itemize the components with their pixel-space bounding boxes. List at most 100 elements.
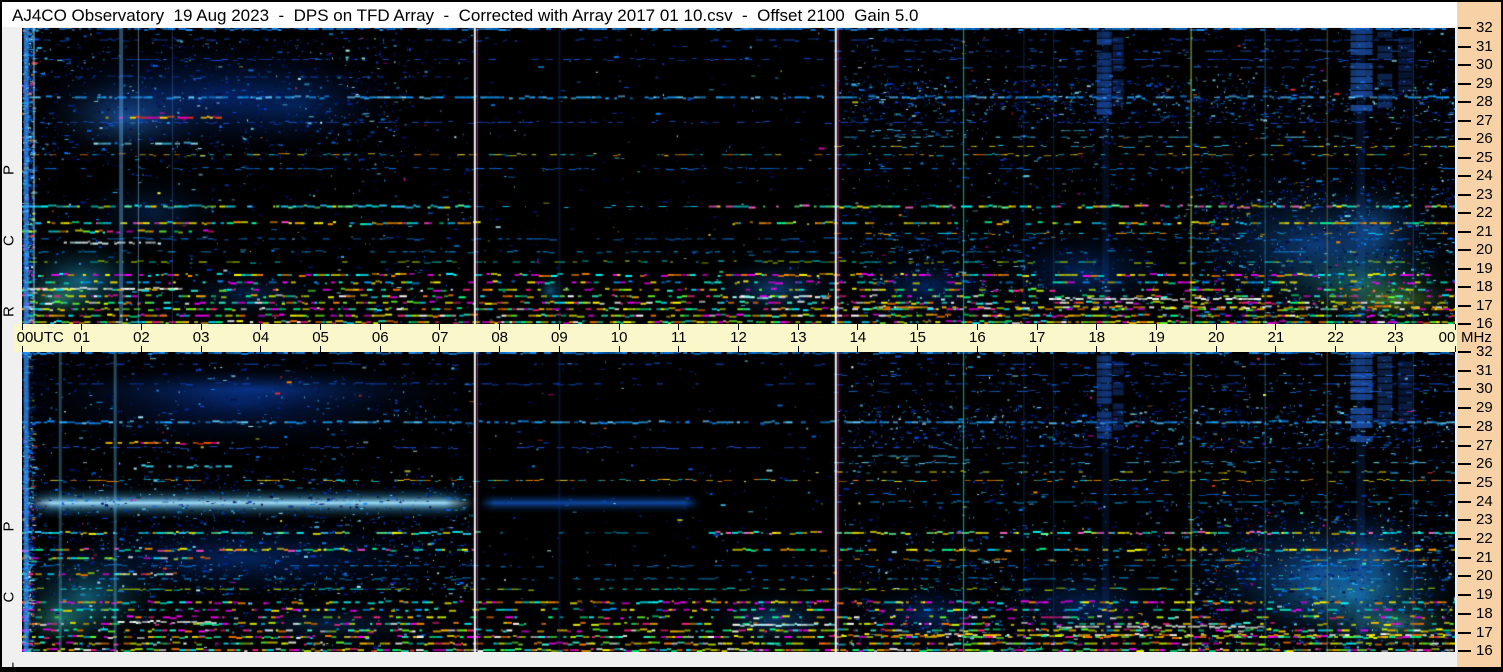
time-tick: [140, 346, 142, 352]
time-tick: [678, 324, 680, 330]
freq-tick: [1458, 156, 1471, 159]
time-tick: [1394, 346, 1396, 352]
freq-tick-label: 26: [1476, 130, 1493, 147]
time-tick: [200, 346, 202, 352]
freq-tick-label: 31: [1476, 361, 1493, 379]
time-tick: [1454, 346, 1456, 352]
freq-tick-label: 27: [1476, 436, 1493, 454]
freq-tick: [1458, 444, 1471, 447]
freq-tick-label: 17: [1476, 623, 1493, 641]
freq-tick: [1458, 612, 1471, 615]
freq-tick-label: 30: [1476, 380, 1493, 398]
freq-tick-label: 31: [1476, 37, 1493, 55]
time-tick: [678, 346, 680, 352]
lcp-panel-label: L C P: [0, 493, 18, 671]
freq-tick-label: 19: [1476, 586, 1493, 604]
freq-tick-label: 19: [1476, 259, 1493, 277]
freq-tick: [1458, 631, 1471, 634]
freq-tick: [1458, 230, 1471, 233]
freq-tick-label: 28: [1476, 417, 1493, 435]
freq-tick: [1458, 286, 1471, 288]
rcp-panel-label: R C P: [0, 136, 18, 318]
time-tick-label: 03: [192, 329, 210, 346]
freq-tick-label: 25: [1476, 473, 1493, 491]
time-tick: [81, 346, 83, 352]
time-tick-label: 20: [1207, 329, 1225, 346]
time-tick-label: 07: [431, 329, 449, 346]
time-tick-label: 15: [909, 329, 926, 346]
time-tick: [917, 346, 919, 352]
time-tick: [1155, 324, 1157, 330]
time-tick: [917, 324, 919, 330]
freq-tick: [1458, 138, 1471, 140]
time-tick-label: 12: [730, 329, 747, 346]
time-tick: [81, 324, 83, 330]
freq-tick: [1458, 519, 1471, 522]
time-tick: [738, 324, 739, 330]
freq-tick-label: 17: [1476, 296, 1493, 314]
freq-tick-label: 30: [1476, 56, 1493, 73]
freq-tick: [1458, 27, 1471, 29]
time-tick-label: 10: [610, 329, 628, 346]
freq-tick-label: 24: [1476, 492, 1493, 510]
time-tick: [976, 346, 978, 352]
time-tick-label: 01: [73, 329, 91, 346]
time-tick: [1394, 324, 1396, 330]
freq-tick-label: 16: [1476, 642, 1493, 660]
freq-tick: [1458, 388, 1471, 391]
freq-tick: [1458, 425, 1471, 428]
time-tick-label: 16: [968, 329, 986, 346]
freq-tick-label: 21: [1476, 548, 1493, 566]
freq-tick: [1458, 500, 1471, 503]
freq-tick-label: 22: [1476, 530, 1493, 547]
freq-tick-label: 32: [1476, 19, 1493, 36]
time-tick: [857, 324, 859, 330]
time-tick-label: 23: [1386, 329, 1404, 346]
time-tick: [379, 346, 381, 352]
freq-tick: [1458, 249, 1471, 251]
freq-tick: [1458, 650, 1471, 653]
time-tick: [439, 346, 441, 352]
time-tick-label: 00: [16, 329, 34, 346]
time-tick: [1155, 346, 1157, 352]
freq-tick-label: 18: [1476, 604, 1493, 622]
freq-tick-label: 28: [1476, 93, 1493, 110]
mhz-unit-label: MHz: [1461, 329, 1492, 346]
time-tick: [260, 324, 262, 330]
time-tick: [1036, 324, 1038, 330]
freq-tick: [1458, 175, 1471, 177]
time-tick-label: 11: [670, 329, 687, 346]
freq-tick-label: 25: [1476, 148, 1493, 166]
time-tick: [439, 324, 441, 330]
time-tick: [1275, 324, 1277, 330]
freq-tick: [1458, 193, 1471, 196]
time-tick: [618, 346, 620, 352]
freq-tick: [1458, 82, 1471, 85]
freq-tick-label: 32: [1476, 343, 1493, 360]
time-tick: [320, 324, 322, 330]
time-tick: [499, 324, 501, 330]
time-tick: [1096, 324, 1098, 330]
time-tick: [1215, 324, 1217, 330]
time-tick-label: 00: [1438, 329, 1456, 346]
freq-tick-label: 29: [1476, 399, 1493, 417]
time-tick: [1036, 346, 1038, 352]
freq-tick: [1458, 119, 1471, 122]
time-tick-label: 18: [1088, 329, 1106, 346]
time-tick: [320, 346, 322, 352]
time-tick: [1215, 346, 1217, 352]
freq-tick: [1458, 463, 1471, 466]
freq-tick: [1458, 267, 1471, 270]
time-tick: [1454, 324, 1456, 330]
freq-tick-label: 20: [1476, 567, 1493, 585]
freq-tick-label: 24: [1476, 167, 1493, 184]
freq-tick: [1458, 45, 1471, 48]
freq-tick: [1458, 575, 1471, 578]
time-tick-label: 08: [491, 329, 508, 346]
time-tick: [140, 324, 142, 330]
freq-tick-label: 27: [1476, 111, 1493, 129]
time-tick: [797, 324, 799, 330]
time-tick-label: 02: [133, 329, 150, 346]
time-tick-label: 14: [849, 329, 867, 346]
